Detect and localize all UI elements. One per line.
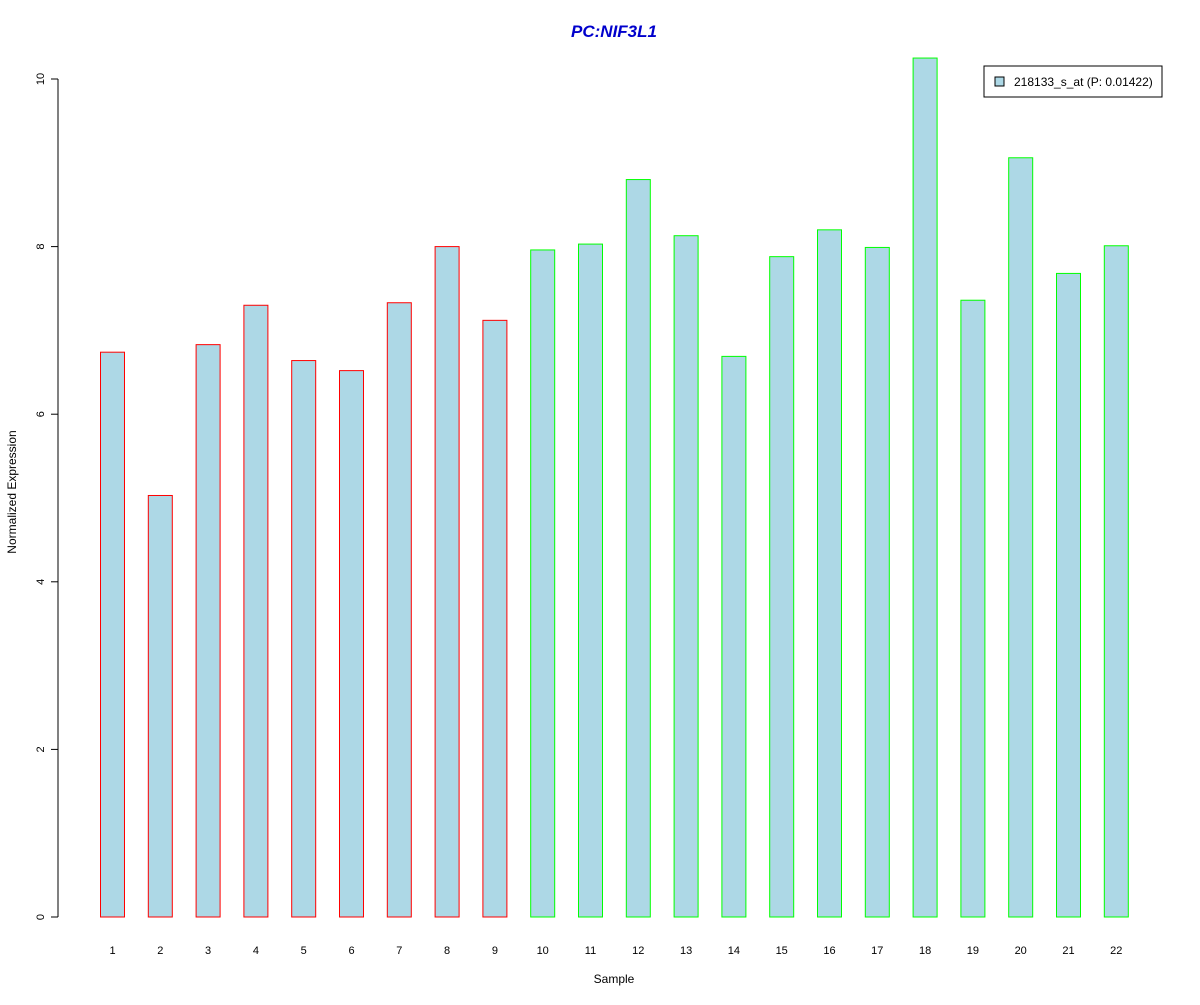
x-tick-label: 16 xyxy=(823,945,835,957)
bar-sample-20 xyxy=(1008,157,1034,918)
x-tick-label: 5 xyxy=(301,945,307,957)
bar-sample-15 xyxy=(769,256,795,918)
y-tick-label: 8 xyxy=(35,244,47,250)
legend: 218133_s_at (P: 0.01422) xyxy=(983,65,1163,98)
x-tick-label: 12 xyxy=(632,945,644,957)
legend-box xyxy=(983,65,1163,98)
bar-sample-14 xyxy=(721,355,747,918)
x-tick-label: 18 xyxy=(919,945,931,957)
y-tick-label: 2 xyxy=(35,746,47,752)
x-tick-label: 1 xyxy=(109,945,115,957)
bar-sample-22 xyxy=(1103,245,1129,918)
bar-sample-5 xyxy=(291,360,317,918)
chart-title: PC:NIF3L1 xyxy=(571,22,657,41)
bar-sample-9 xyxy=(482,319,508,918)
bar-sample-12 xyxy=(625,179,651,918)
x-tick-label: 20 xyxy=(1015,945,1027,957)
x-tick-labels: 1 2 3 4 5 6 7 8 9 10 11 12 13 14 15 16 17 18 19 20 21 22 xyxy=(109,945,1122,957)
x-tick-label: 21 xyxy=(1062,945,1074,957)
y-axis-label: Normalized Expression xyxy=(5,430,19,553)
x-axis-label: Sample xyxy=(594,972,635,986)
x-tick-label: 22 xyxy=(1110,945,1122,957)
bar-sample-4 xyxy=(243,304,269,918)
x-tick-label: 9 xyxy=(492,945,498,957)
x-tick-label: 4 xyxy=(253,945,259,957)
x-tick-label: 7 xyxy=(396,945,402,957)
x-tick-label: 10 xyxy=(537,945,549,957)
x-tick-label: 11 xyxy=(585,945,596,957)
x-tick-label: 19 xyxy=(967,945,979,957)
bar-sample-8 xyxy=(434,246,460,918)
bar-sample-17 xyxy=(864,246,890,918)
bar-sample-3 xyxy=(195,344,221,918)
x-tick-label: 14 xyxy=(728,945,740,957)
legend-label: 218133_s_at (P: 0.01422) xyxy=(1014,75,1153,89)
y-tick-label: 6 xyxy=(35,411,47,417)
y-tick-label: 4 xyxy=(35,579,47,585)
y-tick-label: 10 xyxy=(35,73,47,85)
bar-sample-7 xyxy=(386,302,412,918)
x-tick-label: 15 xyxy=(776,945,788,957)
x-tick-label: 8 xyxy=(444,945,450,957)
x-tick-label: 13 xyxy=(680,945,692,957)
bar-sample-11 xyxy=(578,243,603,918)
bar-sample-13 xyxy=(673,235,699,918)
bars-group xyxy=(100,57,1129,918)
x-tick-label: 6 xyxy=(348,945,354,957)
bar-sample-6 xyxy=(339,370,364,918)
bar-sample-1 xyxy=(100,351,125,918)
bar-sample-2 xyxy=(147,494,173,918)
bar-sample-10 xyxy=(530,249,556,918)
y-axis: 0 2 4 6 8 10 xyxy=(35,73,59,920)
bar-sample-19 xyxy=(960,299,986,918)
x-tick-label: 17 xyxy=(871,945,883,957)
x-tick-label: 3 xyxy=(205,945,211,957)
bar-sample-18 xyxy=(912,57,938,918)
bar-sample-21 xyxy=(1056,272,1081,918)
legend-swatch xyxy=(994,76,1005,87)
bar-sample-16 xyxy=(817,229,842,918)
y-tick-label: 0 xyxy=(35,914,47,920)
x-tick-label: 2 xyxy=(157,945,163,957)
